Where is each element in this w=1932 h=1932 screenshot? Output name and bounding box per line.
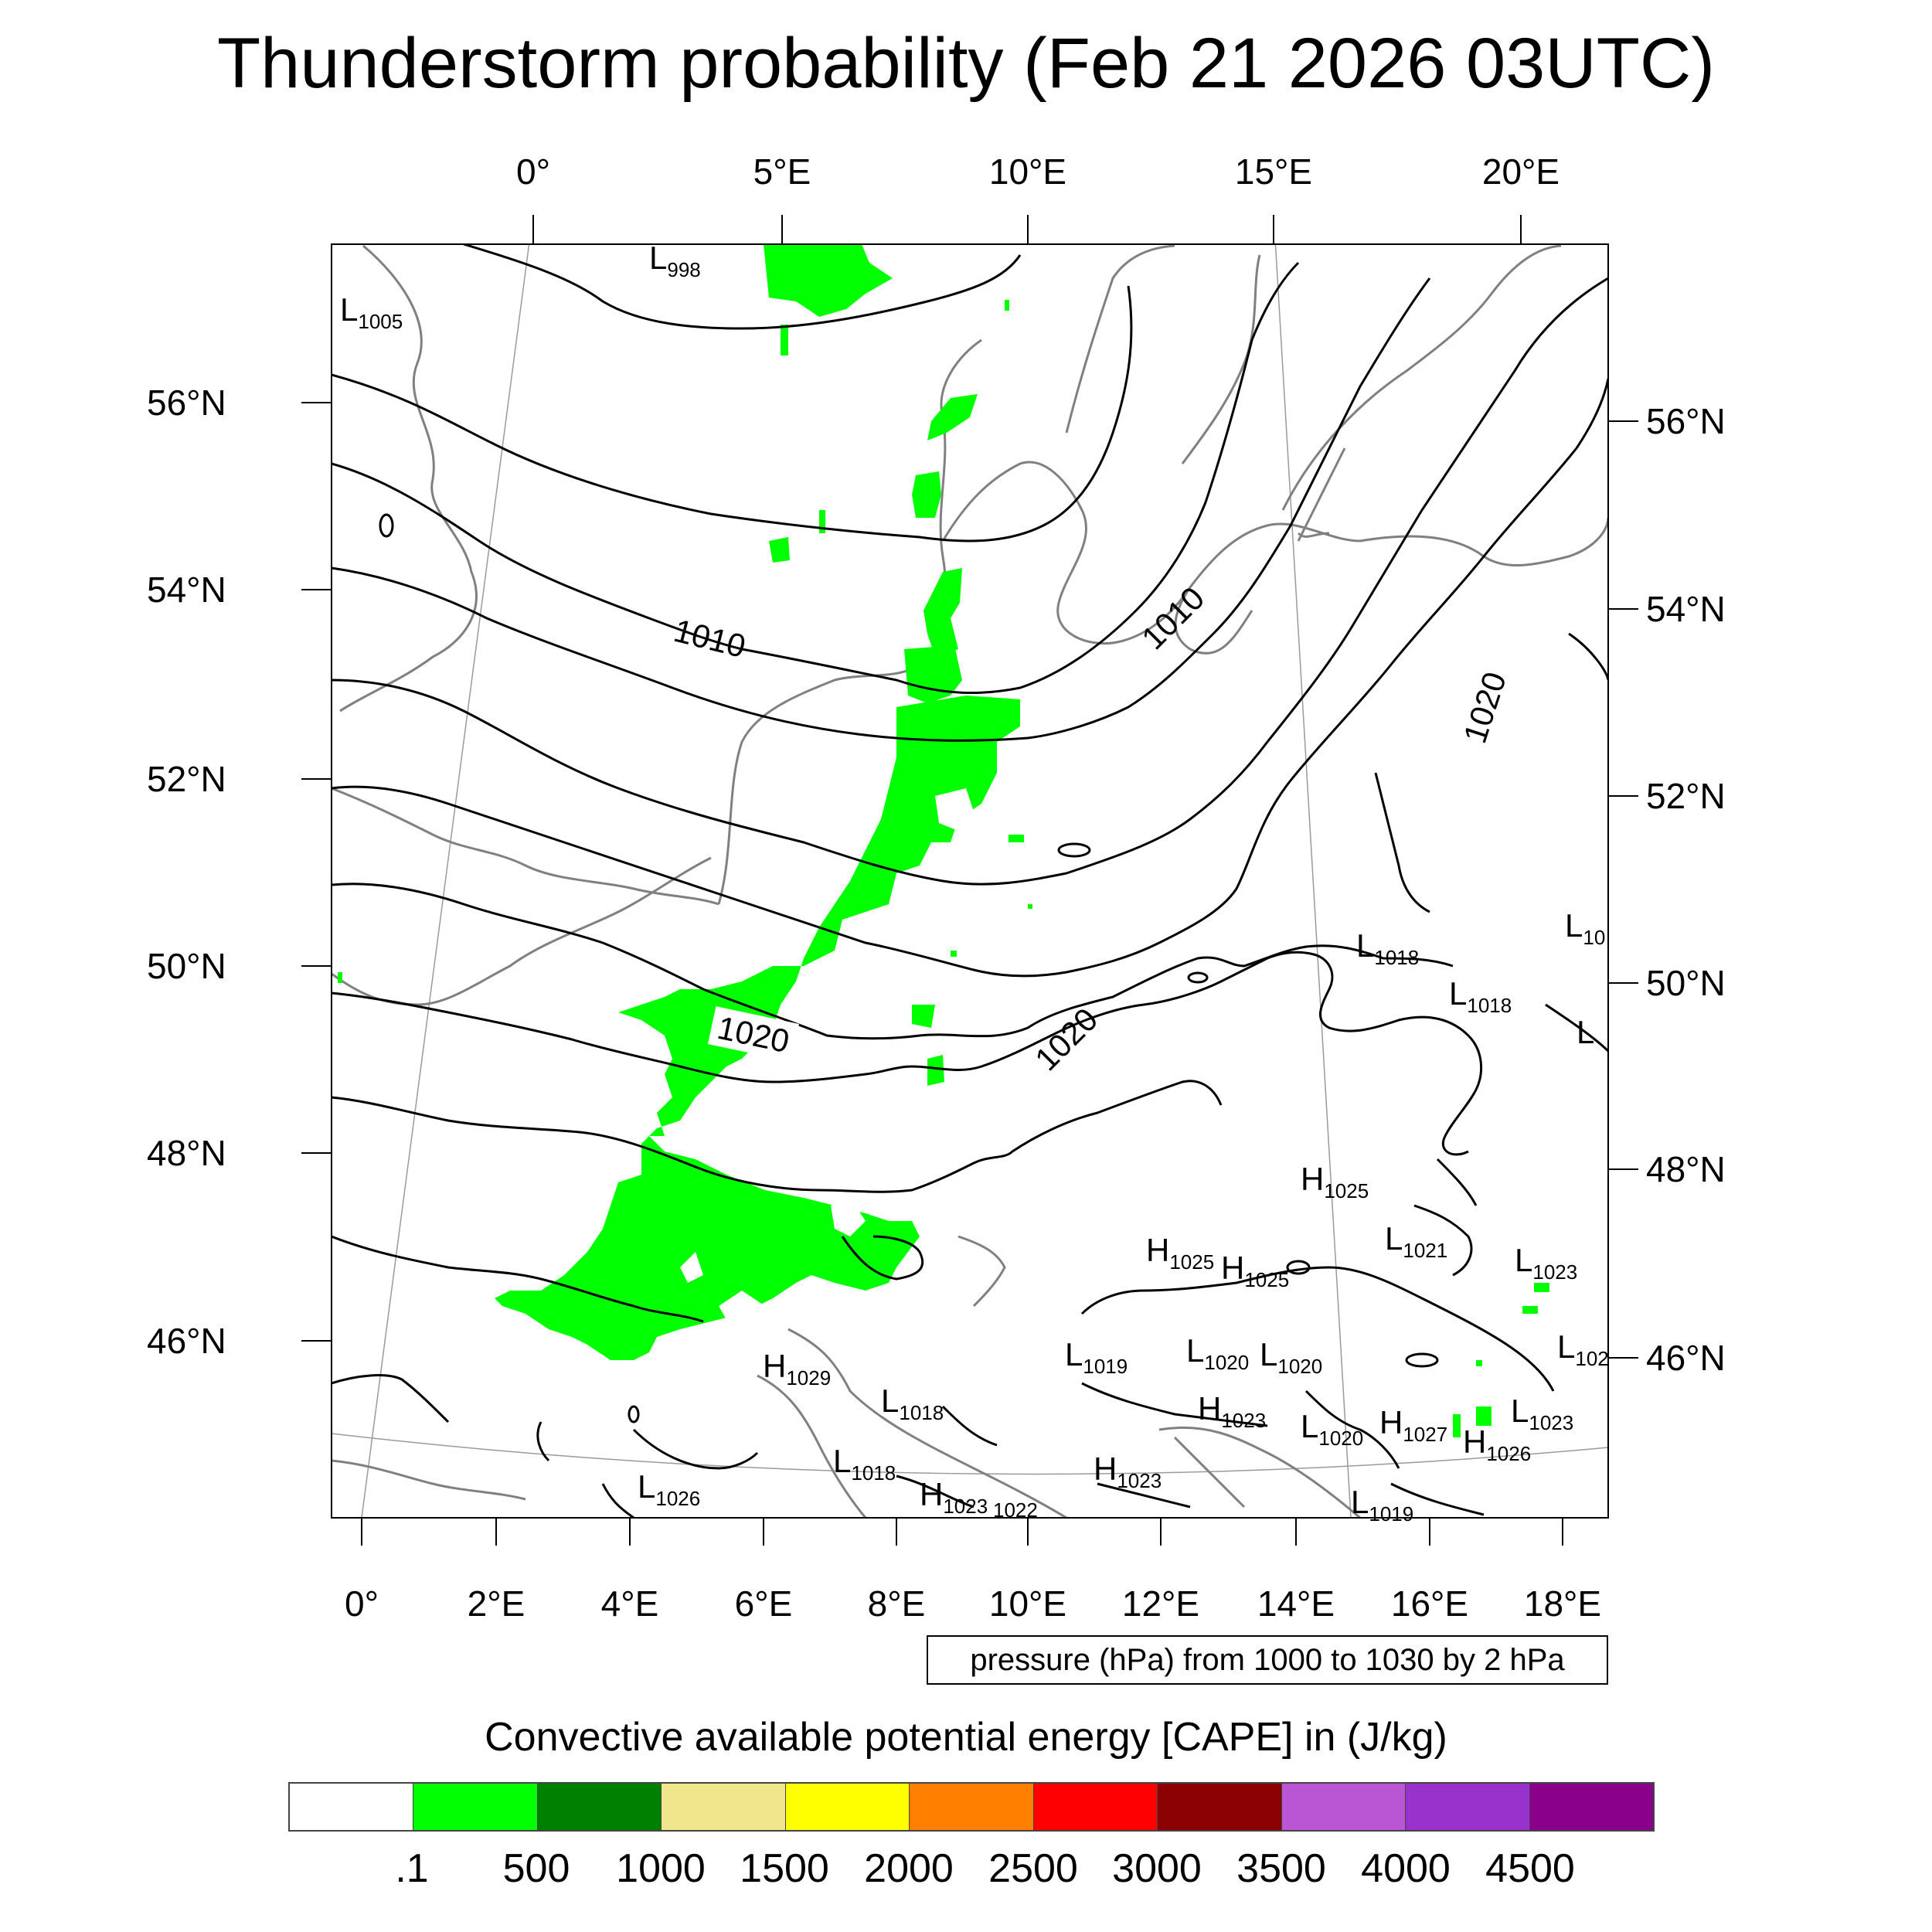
colorbar-label: 1000 [616,1846,706,1891]
bottom-lon-label: 2°E [467,1583,526,1624]
top-lon-label: 5°E [753,151,811,192]
left-lat-label: 50°N [147,946,226,986]
pressure-center-label: H1026 [1463,1423,1531,1465]
bottom-lon-label: 6°E [734,1583,793,1624]
colorbar-swatch [1406,1784,1530,1830]
axis-ticks [301,215,1638,1546]
top-lon-label: 0° [516,151,550,192]
graticule [332,244,1608,1518]
pressure-center-label: L [1577,1014,1594,1050]
colorbar-swatch [910,1784,1034,1830]
colorbar-swatch [537,1784,662,1830]
top-lon-label: 15°E [1234,151,1313,192]
left-lat-label: 56°N [147,383,226,423]
bottom-lon-label: 8°E [867,1583,926,1624]
pressure-center-label: H1023 [920,1476,988,1518]
right-lat-label: 46°N [1646,1338,1726,1378]
contour-label: 1010 [1134,580,1211,656]
colorbar-label: .1 [395,1846,429,1891]
contour-label: 1010 [670,612,749,665]
left-lat-label: 52°N [147,759,226,799]
pressure-centers: L998 L1005 L1018 L1018 L10 L H1025 H1025… [340,240,1609,1526]
pressure-center-label: L1019 [1065,1336,1128,1378]
map-frame [331,243,1609,1519]
pressure-center-label: H1025 [1146,1232,1214,1274]
colorbar-title: Convective available potential energy [C… [485,1715,1447,1760]
colorbar-label: 4500 [1485,1846,1575,1891]
right-lat-label: 56°N [1646,401,1726,441]
colorbar-label: 3500 [1236,1846,1326,1891]
top-lon-label: 10°E [988,151,1067,192]
bottom-lon-label: 4°E [600,1583,659,1624]
bottom-lon-label: 0° [345,1583,379,1624]
contour-label: 1020 [1028,1001,1104,1077]
right-lat-label: 54°N [1646,589,1726,629]
colorbar-swatch [1281,1784,1406,1830]
pressure-center-label: L1019 [1351,1484,1413,1526]
coastlines [332,244,1608,1518]
pressure-center-label: L1023 [1515,1242,1577,1284]
colorbar-label: 2500 [988,1846,1078,1891]
pressure-center-label: H1025 [1301,1161,1369,1202]
pressure-center-label: H1023 [1198,1390,1266,1432]
colorbar-label: 4000 [1361,1846,1451,1891]
pressure-center-label: L102 [1557,1328,1609,1370]
colorbar-label: 500 [502,1846,570,1891]
pressure-center-label: H1027 [1379,1404,1447,1446]
isobars [332,244,1608,1518]
pressure-center-label: L1018 [1449,975,1512,1017]
colorbar-swatch [1158,1784,1282,1830]
pressure-center-label: L1018 [1356,927,1419,969]
pressure-center-label: L1018 [833,1443,896,1485]
left-lat-label: 48°N [147,1133,226,1173]
right-lat-label: 50°N [1646,963,1726,1003]
pressure-center-label: L1023 [1511,1393,1573,1434]
pressure-center-label: L1018 [881,1383,944,1424]
colorbar-swatch [1529,1784,1653,1830]
pressure-center-label: L998 [649,240,701,281]
cape-area [338,244,1549,1437]
left-lat-label: 46°N [147,1321,226,1361]
pressure-center-label: H1029 [763,1348,831,1389]
pressure-center-label: L1020 [1186,1332,1249,1374]
left-lat-label: 54°N [147,570,226,610]
pressure-center-label: L10 [1565,907,1605,949]
map-title: Thunderstorm probability (Feb 21 2026 03… [216,24,1716,103]
colorbar-label: 1500 [740,1846,829,1891]
colorbar-swatch [413,1784,538,1830]
right-lat-label: 52°N [1646,776,1726,816]
pressure-legend-note: pressure (hPa) from 1000 to 1030 by 2 hP… [927,1635,1608,1685]
colorbar-swatch [785,1784,910,1830]
pressure-center-label: L1005 [340,291,403,333]
bottom-lon-label: 14°E [1257,1583,1335,1624]
bottom-lon-label: 12°E [1121,1583,1200,1624]
colorbar-swatch [1033,1784,1158,1830]
top-lon-label: 20°E [1481,151,1560,192]
pressure-center-label: H1025 [1221,1250,1289,1291]
pressure-center-label: L1021 [1385,1220,1447,1262]
cape-colorbar [288,1782,1655,1832]
bottom-lon-label: 10°E [988,1583,1067,1624]
pressure-center-label: L1020 [1301,1408,1363,1450]
colorbar-label: 2000 [864,1846,954,1891]
colorbar-swatch [290,1784,414,1830]
contour-label: 1020 [1456,668,1513,747]
pressure-center-label: L1026 [638,1468,700,1510]
colorbar-label: 3000 [1112,1846,1202,1891]
pressure-center-label: L1020 [1260,1336,1322,1378]
pressure-center-label: H1023 [1094,1451,1162,1492]
colorbar-swatch [662,1784,786,1830]
bottom-lon-label: 18°E [1523,1583,1602,1624]
right-lat-label: 48°N [1646,1149,1726,1189]
bottom-lon-label: 16°E [1390,1583,1469,1624]
